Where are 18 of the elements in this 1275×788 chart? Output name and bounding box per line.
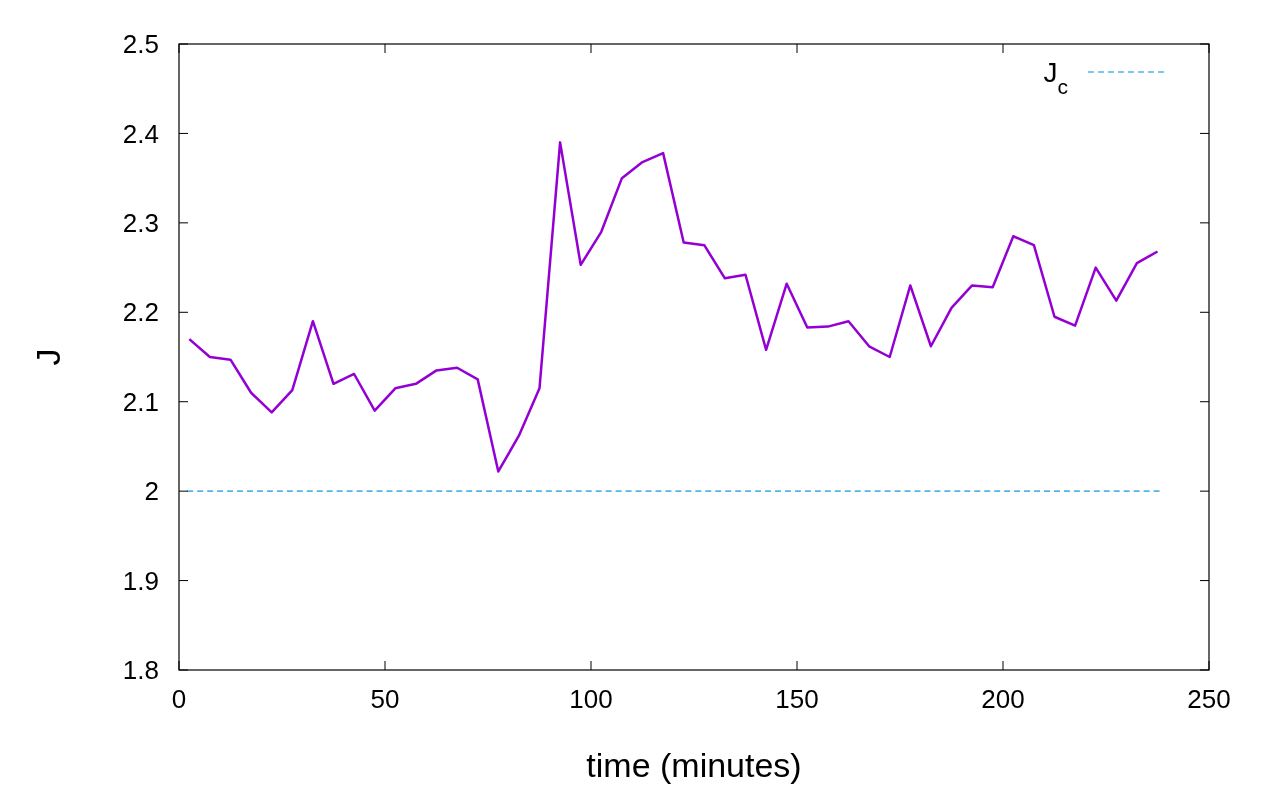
x-tick-label: 200 — [981, 684, 1025, 714]
x-tick-label: 100 — [569, 684, 613, 714]
x-axis-title: time (minutes) — [586, 746, 802, 784]
line-series — [188, 141, 1159, 473]
y-tick-label: 2.3 — [122, 207, 159, 238]
y-tick-label: 2 — [144, 476, 159, 507]
x-tick-label: 50 — [370, 684, 400, 714]
y-axis-title: J — [28, 348, 67, 366]
y-tick-label: 2.2 — [122, 297, 159, 328]
x-tick-label: 0 — [171, 684, 187, 714]
x-tick-label: 250 — [1187, 684, 1231, 714]
y-tick-label: 2.4 — [122, 118, 159, 149]
y-tick-label: 1.8 — [122, 655, 159, 686]
y-tick-label: 2.5 — [122, 29, 159, 60]
y-tick-label: 1.9 — [122, 565, 159, 596]
y-tick-label: 2.1 — [122, 386, 159, 417]
x-tick-label: 150 — [775, 684, 819, 714]
legend-label: J$_{c}$ — [1043, 56, 1068, 98]
